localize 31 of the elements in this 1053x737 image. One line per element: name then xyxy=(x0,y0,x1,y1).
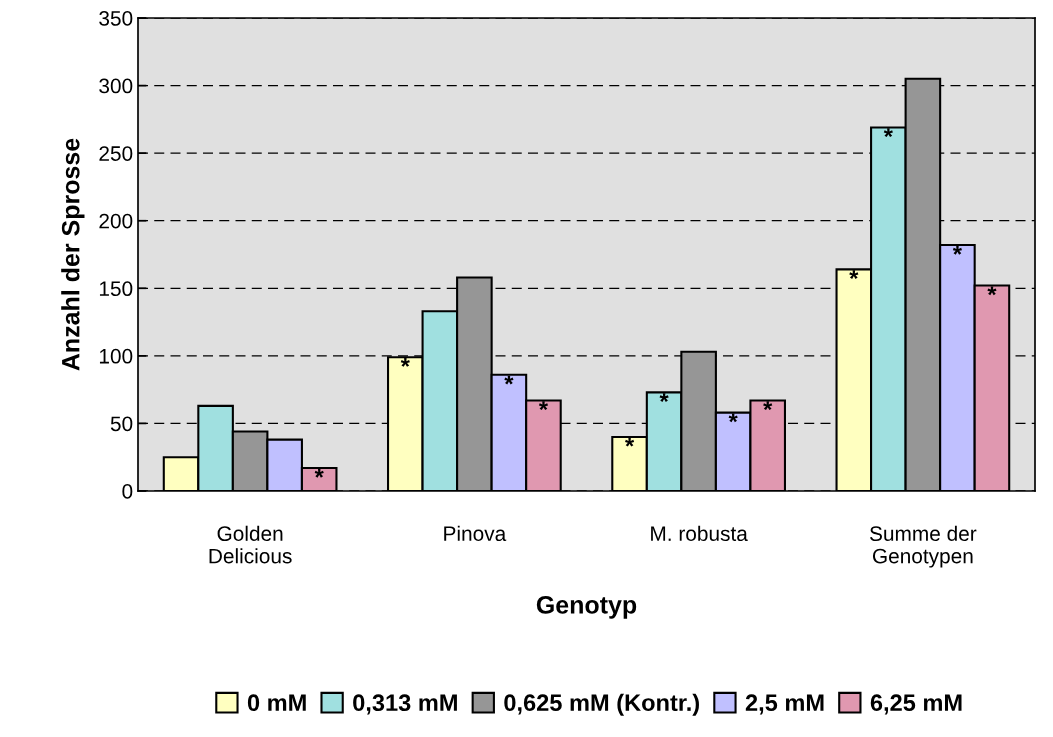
x-axis-title: Genotyp xyxy=(536,596,637,619)
data-label: * xyxy=(625,437,635,447)
legend-label: 0 mM xyxy=(247,694,306,712)
data-label: * xyxy=(763,401,773,411)
data-label: * xyxy=(987,286,997,296)
x-tick-label: Summe der Genotypen xyxy=(869,525,977,568)
y-tick-label: 150 xyxy=(99,281,133,297)
legend-label: 2,5 mM xyxy=(745,694,824,715)
data-label: * xyxy=(659,393,669,402)
y-tick-label: 200 xyxy=(99,213,133,229)
data-label: * xyxy=(728,413,738,423)
legend-label: 6,25 mM xyxy=(870,694,962,715)
x-tick-label: Golden Delicious xyxy=(209,525,292,564)
legend-label: 0,625 mM (Kontr.) xyxy=(504,693,699,716)
y-axis-title: Anzahl der Sprosse xyxy=(61,138,85,371)
data-label: * xyxy=(538,401,549,411)
y-tick-label: 300 xyxy=(99,78,133,94)
y-tick-label: 250 xyxy=(99,146,133,161)
y-tick-label: 100 xyxy=(99,348,133,364)
y-tick-label: 0 xyxy=(122,484,133,499)
y-tick-label: 50 xyxy=(110,416,133,432)
data-label: * xyxy=(952,245,962,255)
x-tick-label: Pinova xyxy=(444,525,507,542)
data-label: * xyxy=(504,375,514,385)
data-label: * xyxy=(849,270,859,280)
data-label: * xyxy=(883,128,893,138)
data-label: * xyxy=(400,358,410,367)
x-tick-label: M. robusta xyxy=(651,525,748,542)
y-tick-label: 350 xyxy=(99,11,133,26)
data-label: * xyxy=(314,468,324,478)
legend-label: 0,313 mM xyxy=(353,694,457,715)
